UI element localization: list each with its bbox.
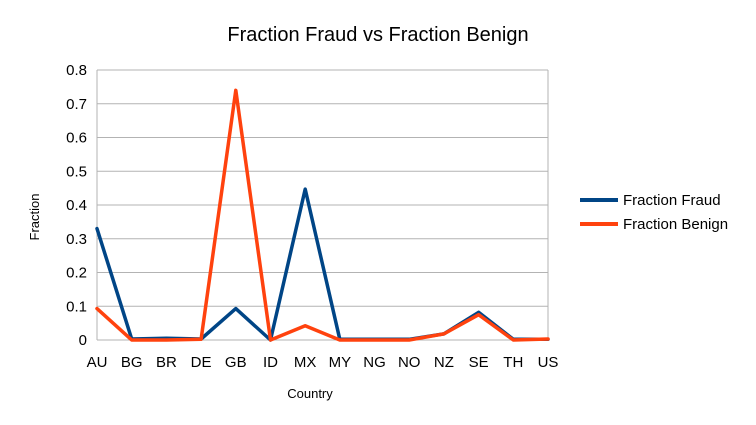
series-lines bbox=[95, 88, 550, 342]
legend-label: Fraction Fraud bbox=[623, 192, 721, 209]
y-tick-label: 0.6 bbox=[66, 130, 87, 147]
y-tick-label: 0.2 bbox=[66, 265, 87, 282]
x-tick-label: SE bbox=[469, 354, 489, 371]
y-tick-label: 0 bbox=[79, 332, 87, 349]
x-tick-label: NZ bbox=[434, 354, 454, 371]
gridlines bbox=[96, 69, 549, 341]
x-tick-label: MY bbox=[329, 354, 352, 371]
y-tick-label: 0.4 bbox=[66, 197, 87, 214]
x-tick-label: BG bbox=[121, 354, 143, 371]
x-tick-label: NO bbox=[398, 354, 421, 371]
x-axis-title: Country bbox=[287, 386, 333, 401]
chart-title: Fraction Fraud vs Fraction Benign bbox=[227, 24, 528, 46]
legend: Fraction Fraud Fraction Benign bbox=[580, 192, 728, 233]
x-tick-label: GB bbox=[225, 354, 247, 371]
x-tick-label: BR bbox=[156, 354, 177, 371]
x-tick-label: AU bbox=[87, 354, 108, 371]
x-tick-label: MX bbox=[294, 354, 317, 371]
y-tick-labels: 0 0.1 0.2 0.3 0.4 0.5 0.6 0.7 0.8 bbox=[66, 62, 87, 349]
x-tick-label: NG bbox=[363, 354, 386, 371]
x-tick-label: TH bbox=[503, 354, 523, 371]
y-tick-label: 0.8 bbox=[66, 62, 87, 79]
y-tick-label: 0.5 bbox=[66, 163, 87, 180]
series-line-fraction-benign bbox=[95, 88, 550, 342]
x-tick-labels: AU BG BR DE GB ID MX MY NG NO NZ SE TH US bbox=[87, 354, 559, 371]
x-tick-label: ID bbox=[263, 354, 278, 371]
y-tick-label: 0.3 bbox=[66, 231, 87, 248]
legend-label: Fraction Benign bbox=[623, 216, 728, 233]
x-tick-label: US bbox=[538, 354, 559, 371]
y-tick-label: 0.7 bbox=[66, 96, 87, 113]
y-axis-title: Fraction bbox=[27, 194, 42, 241]
y-tick-label: 0.1 bbox=[66, 298, 87, 315]
x-tick-label: DE bbox=[191, 354, 212, 371]
